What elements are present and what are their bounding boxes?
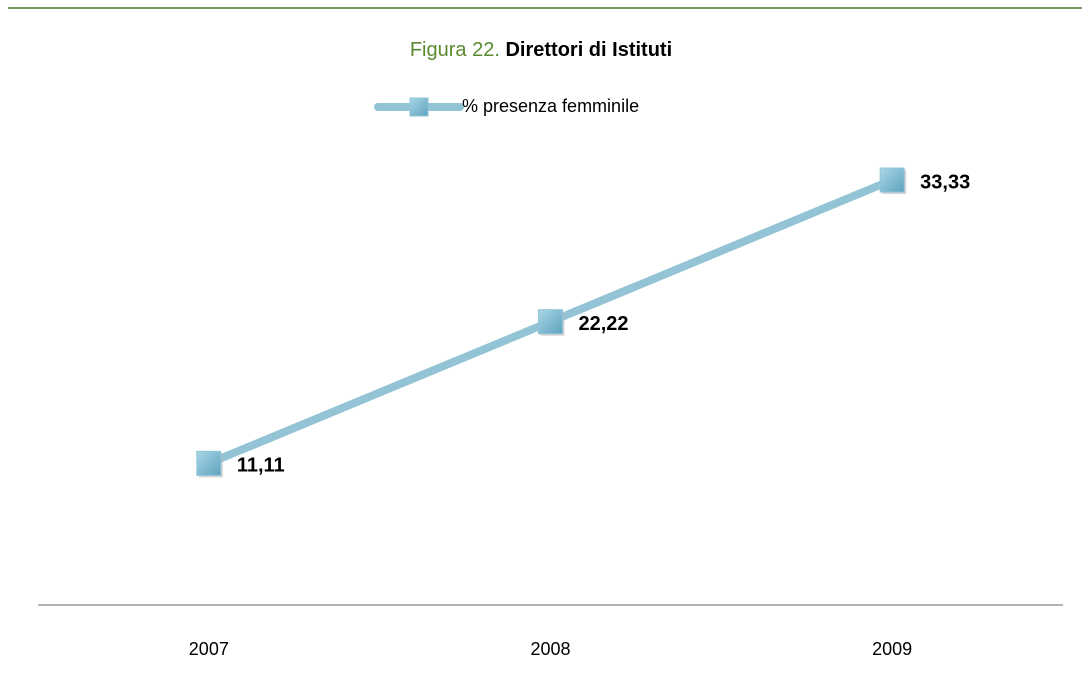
data-label: 22,22 — [579, 313, 629, 335]
marker — [196, 450, 222, 476]
data-label: 11,11 — [237, 455, 285, 477]
x-tick-label: 2008 — [530, 639, 570, 659]
x-tick-label: 2009 — [872, 639, 912, 659]
title-text: Direttori di Istituti — [505, 39, 672, 61]
legend-label: % presenza femminile — [462, 96, 639, 116]
x-tick-label: 2007 — [189, 639, 229, 659]
legend-marker — [409, 97, 429, 117]
data-label: 33,33 — [920, 171, 970, 193]
chart-title: Figura 22. Direttori di Istituti — [410, 39, 672, 61]
title-label: Figura 22. — [410, 39, 500, 61]
marker — [879, 167, 905, 193]
marker — [538, 309, 563, 335]
